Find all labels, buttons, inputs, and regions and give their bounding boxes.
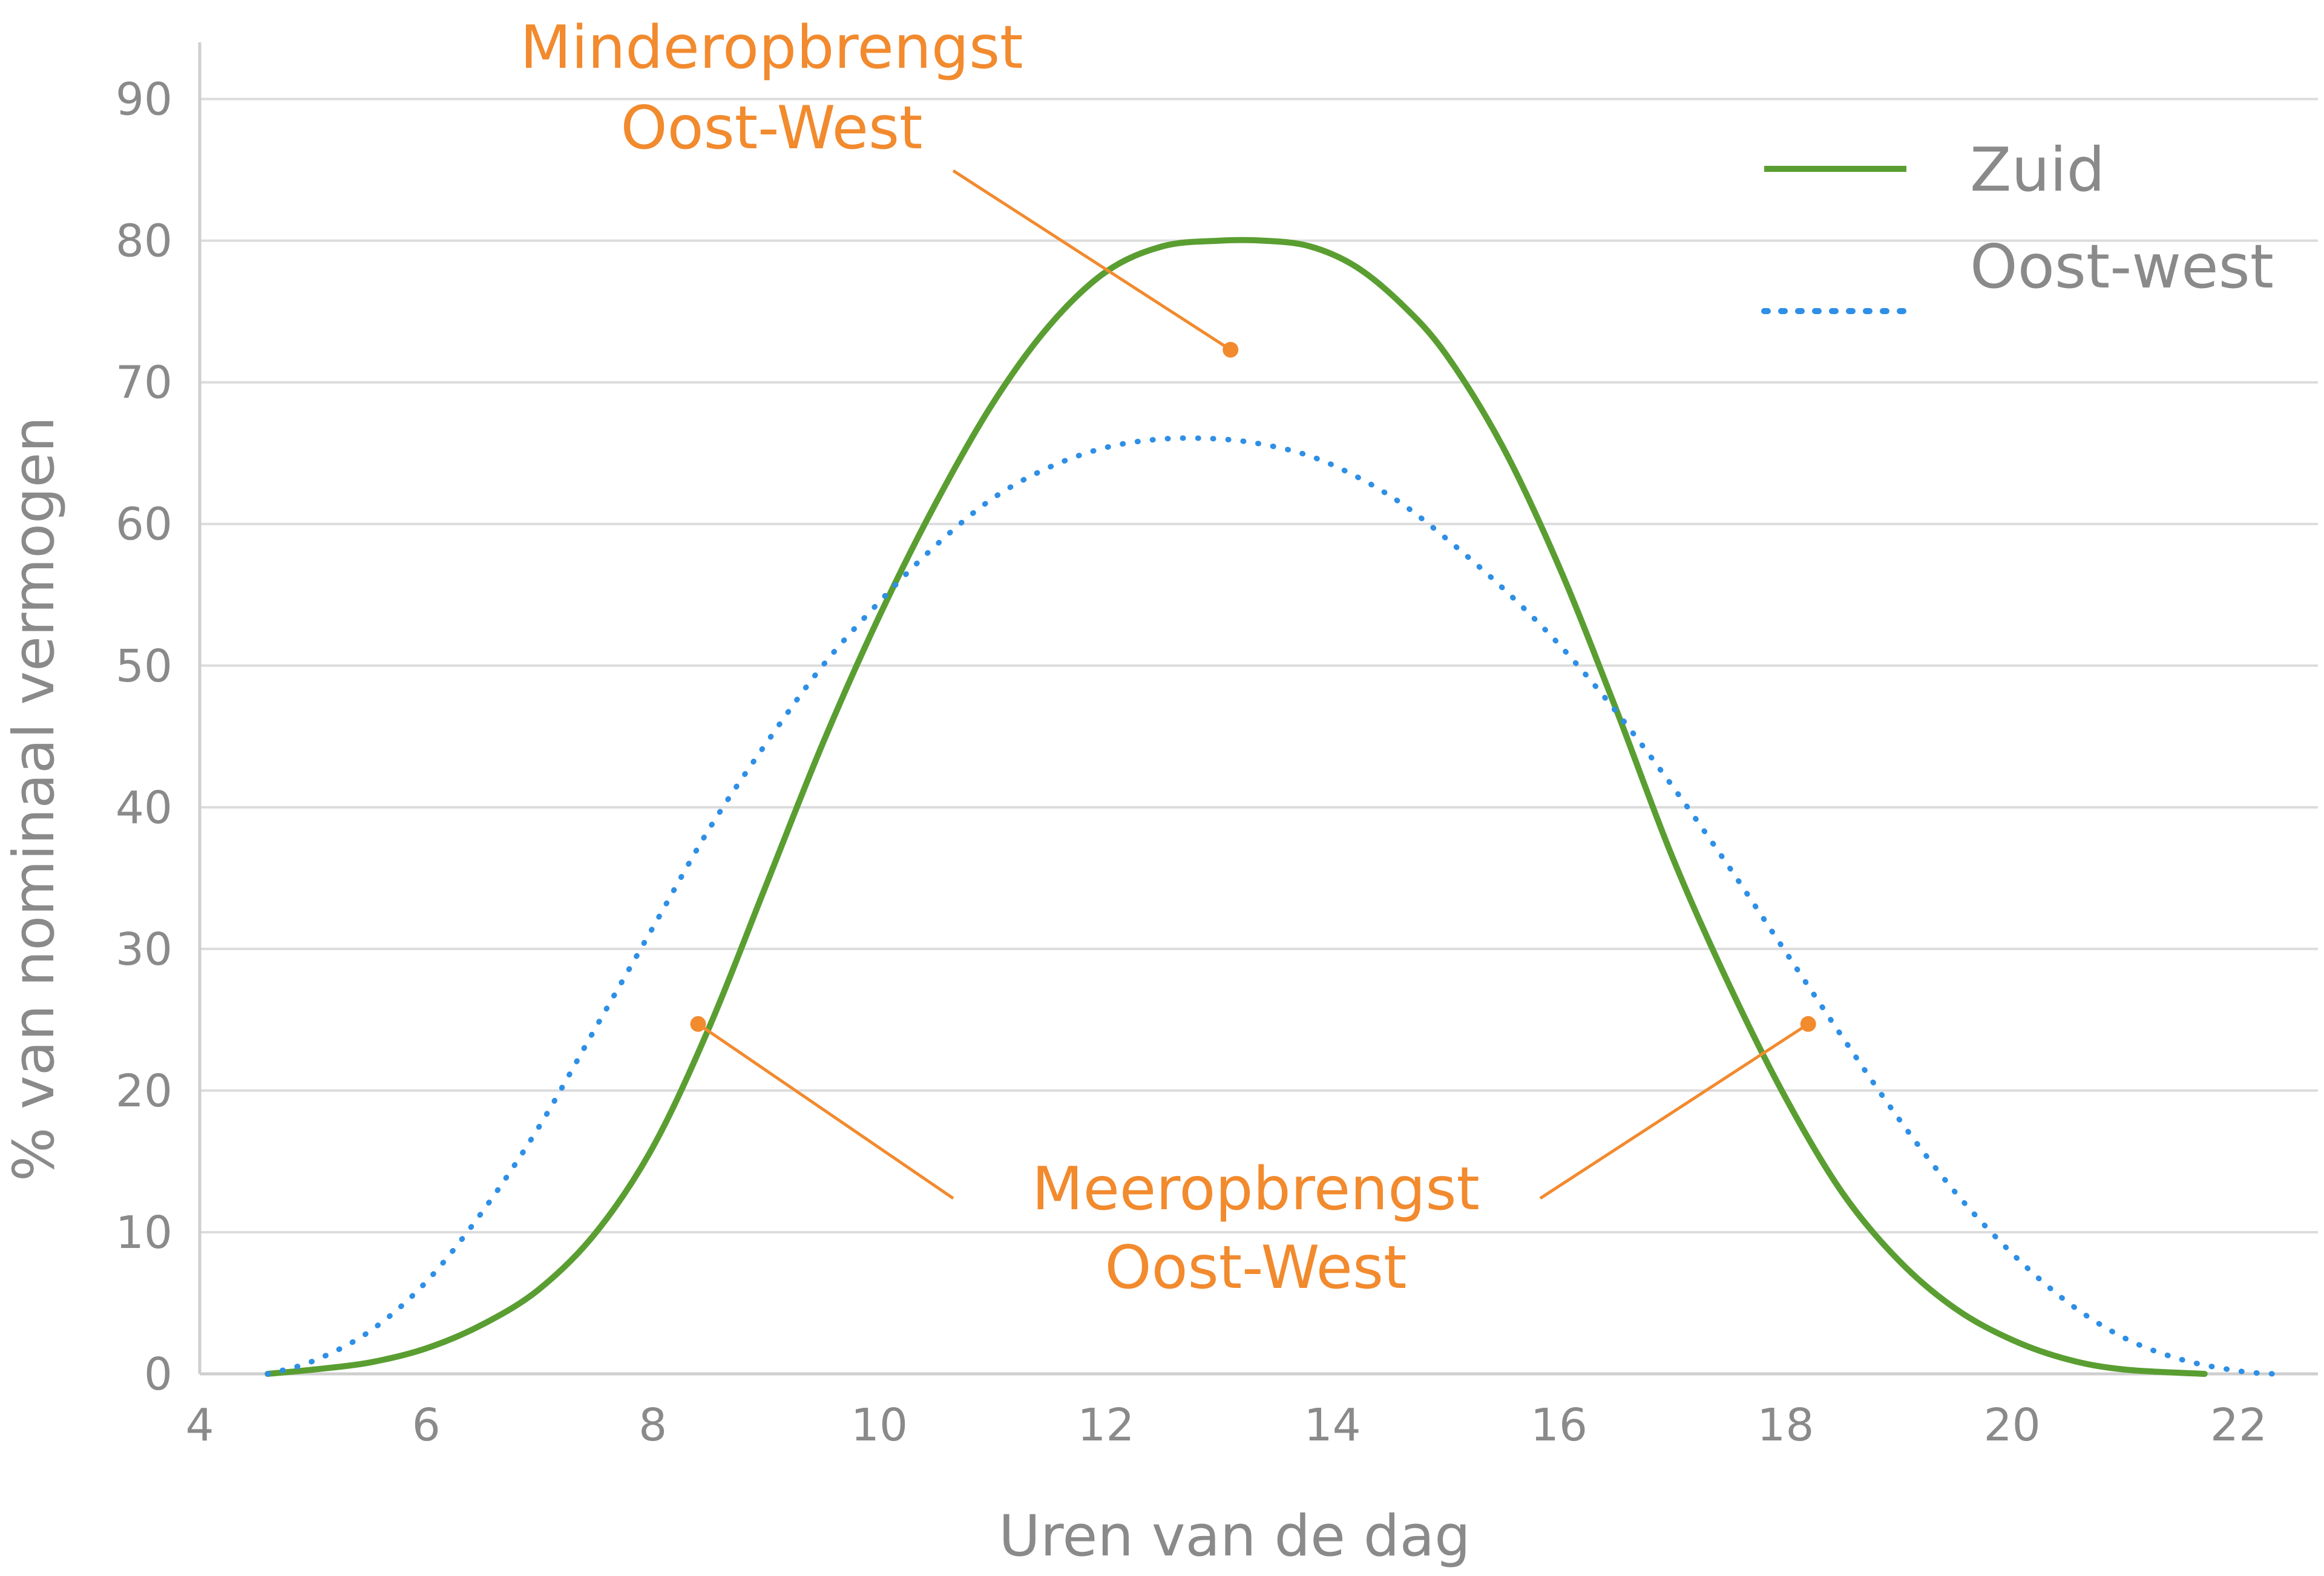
series-line-oost-west [264,435,2276,1377]
y-tick-label: 30 [116,924,172,976]
y-tick-label: 10 [116,1207,172,1259]
annotation-meeropbrengst: Meeropbrengst Oost-West [1032,1155,1480,1302]
annotation-minder-line1: Minderopbrengst [520,13,1023,82]
x-axis-title: Uren van de dag [999,1503,1471,1569]
y-tick-label: 40 [116,782,172,834]
y-tick-label: 20 [116,1065,172,1117]
x-tick-label: 18 [1757,1399,1814,1451]
x-tick-label: 4 [185,1399,214,1451]
x-tick-labels: 4 6 8 10 12 14 16 18 20 22 [185,1399,2267,1451]
annotation-minderopbrengst: Minderopbrengst Oost-West [520,13,1023,163]
y-tick-label: 0 [144,1348,172,1400]
annotation-meer-line1: Meeropbrengst [1032,1155,1480,1224]
legend-label-zuid: Zuid [1970,134,2105,205]
annotation-leader-meer-right [1539,1022,1810,1200]
series-line-zuid [264,237,2208,1377]
annotation-leader-meer-left [697,1022,954,1200]
annotation-point-minder [1223,341,1239,358]
x-tick-label: 8 [638,1399,667,1451]
x-tick-label: 14 [1304,1399,1361,1451]
series-lines [264,237,2276,1377]
y-tick-label: 70 [116,357,172,409]
y-axis-title: % van nominaal vermogen [1,416,67,1181]
y-tick-labels: 0 10 20 30 40 50 60 70 80 90 [116,74,172,1400]
legend: Zuid Oost-west [1761,134,2274,314]
axes [198,42,2318,1376]
x-tick-label: 22 [2210,1399,2267,1451]
grid-lines [200,97,2318,1233]
annotations [690,169,1816,1200]
annotation-leader-minder [952,169,1232,351]
annotation-point-meer-left [690,1016,706,1032]
y-tick-label: 60 [116,499,172,551]
y-tick-label: 90 [116,74,172,126]
x-tick-label: 10 [851,1399,908,1451]
annotation-minder-line2: Oost-West [621,94,923,163]
y-tick-label: 80 [116,215,172,268]
annotation-meer-line2: Oost-West [1105,1233,1407,1302]
x-tick-label: 16 [1531,1399,1587,1451]
annotation-point-meer-right [1800,1016,1816,1032]
x-tick-label: 6 [412,1399,441,1451]
legend-label-oost-west: Oost-west [1970,231,2274,302]
y-tick-label: 50 [116,640,172,692]
x-tick-label: 20 [1984,1399,2041,1451]
x-tick-label: 12 [1077,1399,1134,1451]
